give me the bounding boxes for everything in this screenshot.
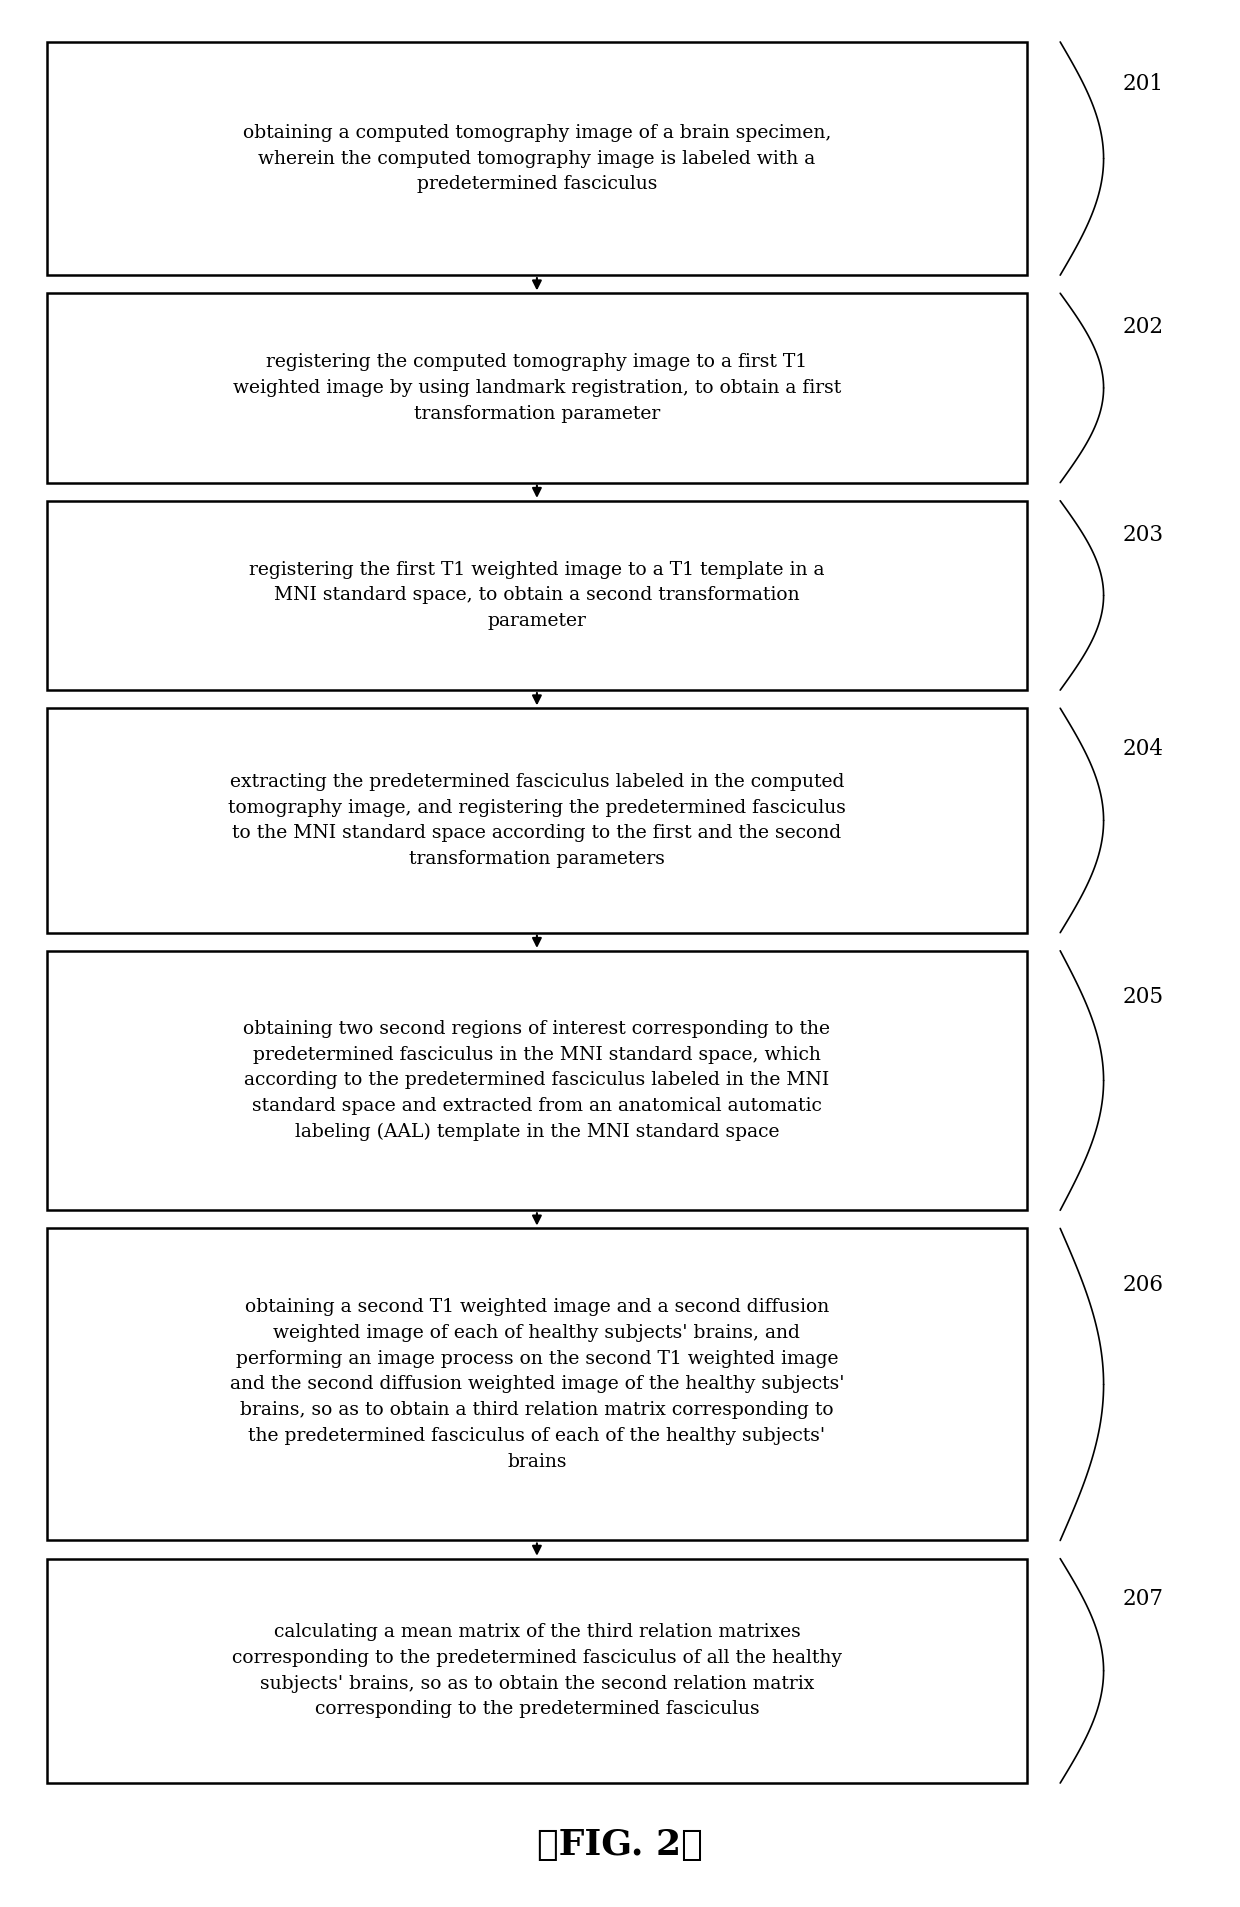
Text: 205: 205: [1122, 986, 1163, 1009]
Bar: [47, 294, 1027, 482]
Bar: [47, 502, 1027, 690]
Text: registering the computed tomography image to a first T1
weighted image by using : registering the computed tomography imag…: [233, 353, 841, 423]
Text: calculating a mean matrix of the third relation matrixes
corresponding to the pr: calculating a mean matrix of the third r…: [232, 1623, 842, 1718]
Text: extracting the predetermined fasciculus labeled in the computed
tomography image: extracting the predetermined fasciculus …: [228, 772, 846, 868]
Text: 【FIG. 2】: 【FIG. 2】: [537, 1829, 703, 1861]
Bar: [47, 952, 1027, 1211]
Bar: [47, 1228, 1027, 1541]
Text: obtaining two second regions of interest corresponding to the
predetermined fasc: obtaining two second regions of interest…: [243, 1020, 831, 1140]
Bar: [47, 707, 1027, 933]
Text: obtaining a computed tomography image of a brain specimen,
wherein the computed : obtaining a computed tomography image of…: [243, 124, 831, 193]
Text: registering the first T1 weighted image to a T1 template in a
MNI standard space: registering the first T1 weighted image …: [249, 561, 825, 629]
Text: 203: 203: [1122, 524, 1163, 545]
Text: obtaining a second T1 weighted image and a second diffusion
weighted image of ea: obtaining a second T1 weighted image and…: [229, 1299, 844, 1470]
Text: 202: 202: [1122, 317, 1163, 338]
Text: 201: 201: [1122, 72, 1163, 95]
Bar: [47, 1558, 1027, 1783]
Text: 207: 207: [1122, 1589, 1163, 1610]
Bar: [47, 42, 1027, 275]
Text: 206: 206: [1122, 1274, 1163, 1295]
Text: 204: 204: [1122, 738, 1163, 759]
